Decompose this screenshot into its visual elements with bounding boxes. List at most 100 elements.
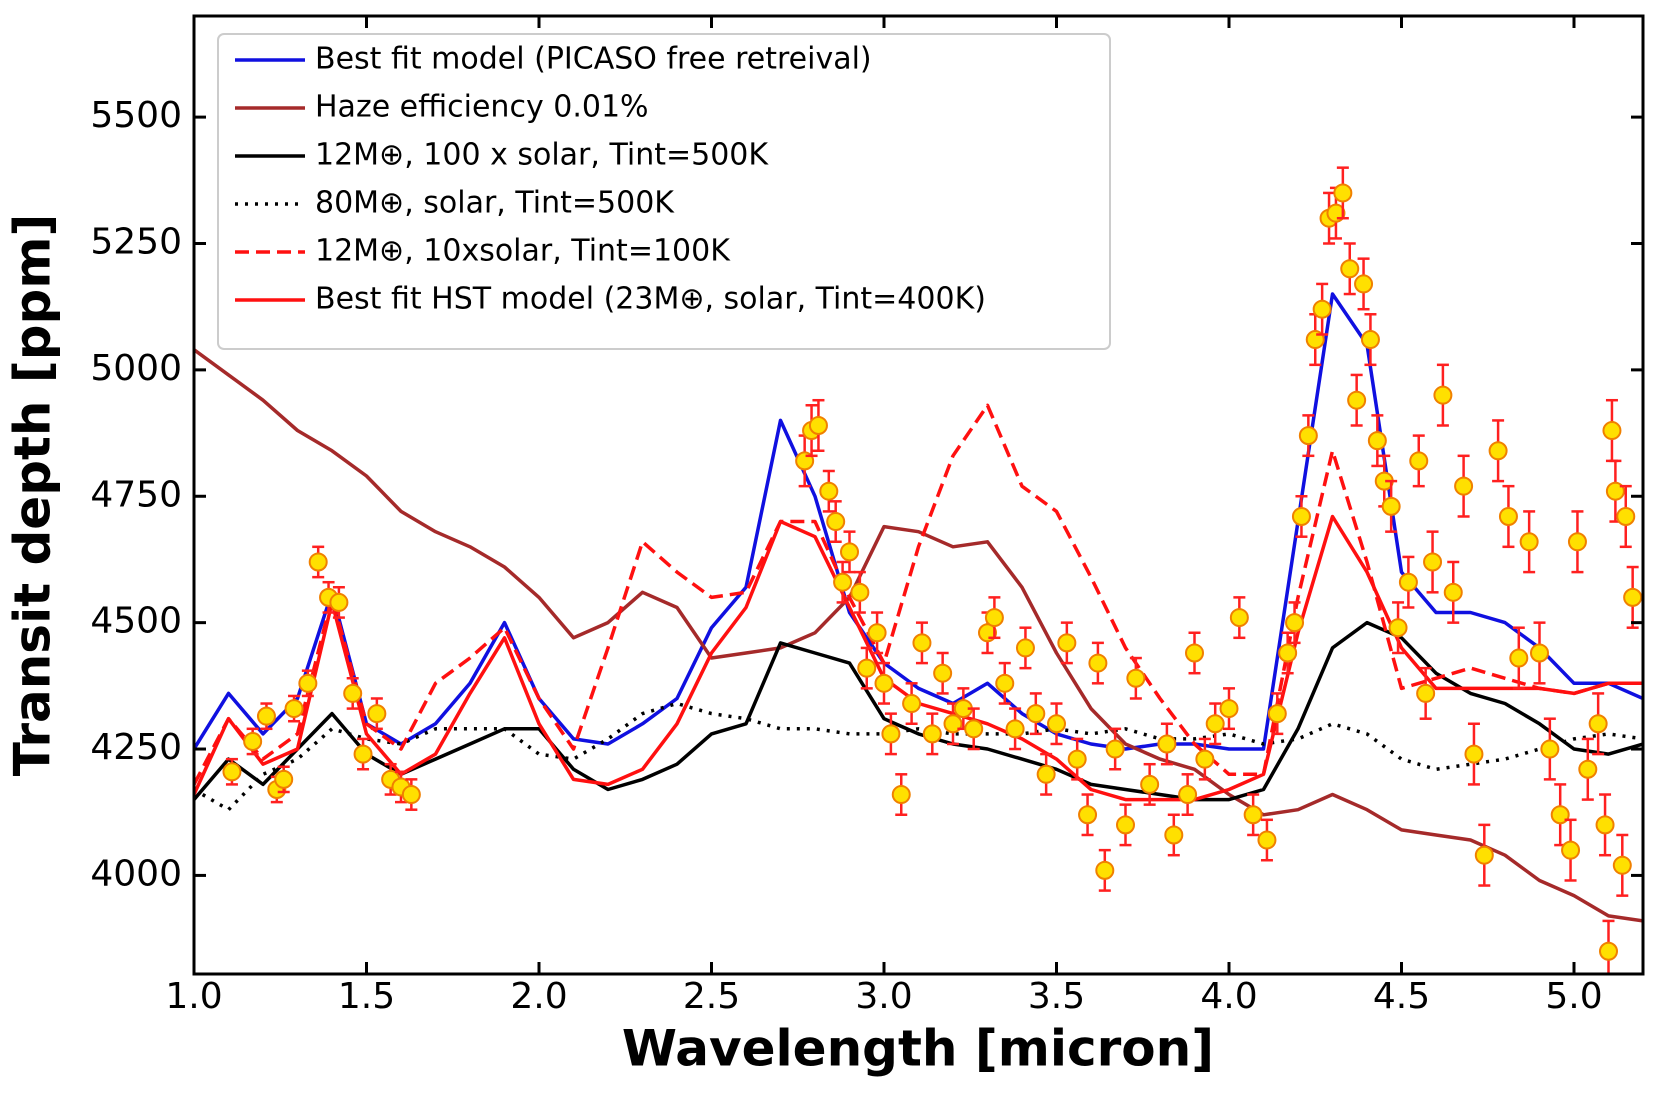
data-marker [1498,506,1518,526]
data-point [1243,793,1263,837]
data-point [367,697,387,731]
data-marker [1278,643,1298,663]
y-tick-label: 5000 [90,348,182,389]
data-point [867,611,887,655]
data-point [850,570,870,614]
data-point [343,677,363,710]
data-marker [1333,183,1353,203]
x-tick-label: 1.0 [165,976,222,1017]
data-marker [1219,699,1239,719]
data-point [1530,621,1549,685]
data-point [902,682,922,726]
data-marker [808,415,828,435]
data-marker [1519,532,1539,552]
x-tick-label: 3.0 [855,976,912,1017]
legend-label: 80M⊕, solar, Tint=500K [315,186,675,221]
data-marker [1578,759,1598,779]
data-point [1360,313,1380,367]
data-point [222,757,242,786]
data-marker [353,744,373,764]
data-marker [1067,749,1087,769]
data-point [1509,626,1529,690]
data-point [964,707,984,751]
data-point [1219,687,1239,731]
data-marker [867,623,887,643]
data-point [881,712,901,756]
data-marker [1057,633,1077,653]
data-point [840,530,859,574]
data-point [1616,484,1636,549]
y-tick-label: 4000 [90,853,182,894]
data-point [1454,454,1474,518]
x-tick-label: 3.5 [1028,976,1085,1017]
data-marker [1267,704,1287,724]
data-point [1340,242,1360,296]
data-marker [329,592,349,612]
x-tick-label: 4.5 [1373,976,1430,1017]
data-marker [1312,299,1332,319]
data-marker [1398,572,1418,592]
data-marker [1602,421,1622,441]
data-marker [1026,704,1046,724]
data-point [1267,692,1287,736]
axes: 1.0 1.5 2.0 2.5 3.0 3.5 4.0 4.5 5.0 4000 4250 4500 4… [90,16,1643,1017]
data-marker [1285,613,1305,633]
data-marker [1005,719,1025,739]
data-marker [1088,653,1108,673]
y-tick-label: 4750 [90,474,182,515]
y-axis-label: Transit depth [ppm] [4,214,62,777]
data-point [329,586,349,619]
data-marker [1388,618,1408,638]
legend: Best fit model (PICASO free retreival) Ha… [217,33,1111,350]
data-point [1047,702,1066,746]
data-point [1298,414,1318,458]
data-point [243,727,263,756]
data-marker [995,673,1015,693]
data-point [353,737,373,771]
data-marker [1229,608,1249,628]
data-point [1095,848,1115,892]
data-marker [850,582,870,602]
model-line [194,348,1643,923]
data-marker [857,658,877,678]
data-marker [1354,274,1374,294]
data-marker [1443,582,1463,602]
data-point [1398,555,1418,609]
data-point [922,712,942,756]
data-marker [1540,739,1560,759]
data-point [1464,722,1484,786]
data-marker [1612,855,1632,875]
data-marker [1454,476,1474,496]
data-marker [1298,426,1318,446]
data-point [1333,166,1353,220]
data-marker [1178,785,1198,805]
data-point [874,661,894,705]
data-point [1005,707,1025,751]
data-marker [1381,496,1401,516]
data-point [891,773,911,817]
legend-label: 12M⊕, 100 x solar, Tint=500K [315,138,769,173]
data-point [284,694,304,723]
data-point [1612,833,1632,897]
data-point [1067,737,1087,781]
data-marker [1423,552,1443,572]
data-point [1423,530,1443,594]
data-point [401,778,421,811]
data-marker [1464,744,1484,764]
data-marker [1126,668,1146,688]
y-tick-label: 5500 [90,95,182,136]
data-point [1257,818,1277,862]
data-point [1140,762,1160,806]
data-point [1599,919,1618,974]
data-marker [1095,860,1115,880]
data-point [1567,510,1587,574]
model-line [194,292,1643,751]
data-marker [1340,259,1360,279]
data-marker [922,724,942,744]
data-point [1185,631,1204,675]
data-marker [1530,643,1549,663]
data-marker [943,714,963,734]
legend-label: Haze efficiency 0.01% [315,90,649,125]
y-tick-label: 4500 [90,601,182,642]
